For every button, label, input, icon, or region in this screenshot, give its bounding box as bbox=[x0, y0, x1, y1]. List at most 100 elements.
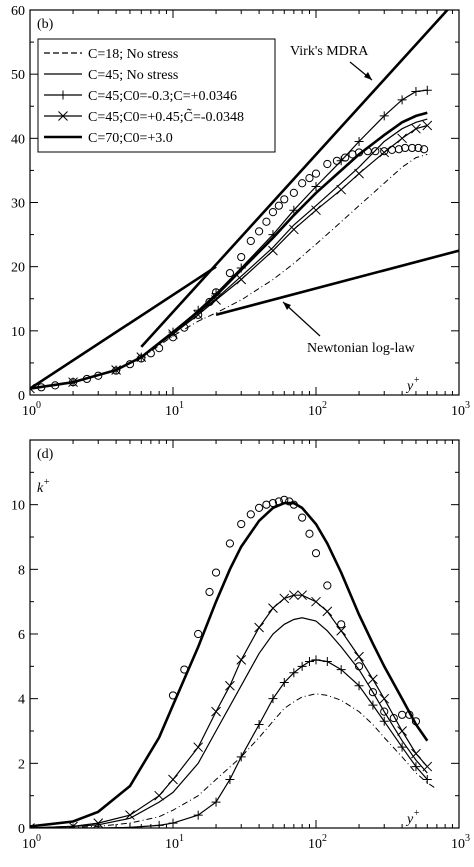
x-axis-label: y+ bbox=[405, 808, 420, 827]
data-point-c45p bbox=[154, 820, 164, 828]
data-point-c45p bbox=[411, 86, 421, 96]
data-point-c45x bbox=[211, 706, 221, 717]
data-point-dns bbox=[168, 691, 178, 700]
data-point-c45p bbox=[354, 137, 364, 147]
data-point-dns bbox=[397, 710, 407, 719]
data-point-c45x bbox=[368, 674, 378, 685]
data-point-dns bbox=[354, 662, 364, 671]
data-point-c45p bbox=[93, 823, 103, 828]
data-point-dns bbox=[180, 665, 189, 674]
data-point-dns bbox=[280, 195, 289, 204]
data-point-dns bbox=[194, 310, 203, 319]
data-point-c45x bbox=[288, 590, 299, 601]
data-point-c45x bbox=[193, 309, 204, 320]
plot-frame bbox=[29, 439, 460, 829]
data-point-c45x bbox=[30, 383, 35, 394]
data-point-c45p bbox=[304, 656, 314, 666]
y-tick-label: 40 bbox=[11, 132, 25, 147]
data-point-c45x bbox=[268, 245, 278, 256]
x-tick-exponent: 1 bbox=[179, 400, 184, 411]
data-point-c45p bbox=[411, 762, 421, 772]
data-point-dns bbox=[298, 513, 307, 522]
data-point-dns bbox=[289, 188, 298, 197]
data-point-c45x bbox=[354, 168, 364, 179]
x-tick-label: 103 bbox=[451, 833, 470, 852]
data-point-c45p bbox=[268, 694, 278, 704]
series-line-c45x bbox=[30, 594, 428, 828]
data-point-c45p bbox=[289, 668, 299, 678]
data-point-dns bbox=[225, 539, 235, 548]
data-point-dns bbox=[405, 710, 414, 719]
legend-marker-c45p bbox=[58, 90, 68, 100]
data-point-c45p bbox=[236, 752, 246, 762]
data-point-dns bbox=[341, 153, 350, 162]
data-point-c45p bbox=[354, 681, 364, 691]
data-point-c45p bbox=[379, 111, 389, 121]
data-point-dns bbox=[205, 587, 214, 597]
data-point-dns bbox=[337, 620, 346, 629]
data-point-dns bbox=[289, 500, 298, 509]
data-point-dns bbox=[262, 217, 271, 226]
legend-label-c70: C=70;C0=+3.0 bbox=[88, 131, 173, 146]
x-tick-label: 103 bbox=[451, 400, 470, 419]
data-point-c45p bbox=[379, 716, 389, 726]
data-point-dns bbox=[262, 500, 271, 509]
data-point-dns bbox=[368, 688, 378, 697]
series-line-c18 bbox=[30, 693, 438, 828]
data-point-c45p bbox=[297, 661, 307, 671]
legend-marker-c45x bbox=[58, 111, 68, 121]
annotation-newton: Newtonian log-law bbox=[307, 341, 416, 356]
y-tick-label: 0 bbox=[18, 822, 25, 837]
y-tick-label: 8 bbox=[18, 563, 25, 578]
data-point-dns bbox=[268, 498, 278, 508]
plot-area bbox=[30, 10, 459, 394]
legend-label-c45x: C=45;C0=+0.45;C̃=-0.0348 bbox=[88, 108, 244, 125]
data-point-dns bbox=[51, 381, 60, 390]
data-point-dns bbox=[305, 529, 314, 538]
legend-label-c45: C=45; No stress bbox=[88, 68, 178, 83]
plot-area bbox=[30, 495, 438, 828]
data-point-c45p bbox=[368, 700, 378, 710]
data-point-dns bbox=[274, 201, 283, 210]
data-point-dns bbox=[305, 174, 314, 183]
data-point-dns bbox=[414, 143, 423, 153]
series-line-c70 bbox=[30, 501, 429, 828]
data-point-c45x bbox=[254, 622, 264, 633]
data-point-dns bbox=[332, 156, 341, 165]
data-point-dns bbox=[274, 497, 283, 506]
data-point-dns bbox=[419, 145, 429, 154]
data-point-c45x bbox=[236, 655, 247, 665]
data-point-dns bbox=[237, 519, 246, 529]
x-tick-exponent: 0 bbox=[36, 833, 41, 844]
data-point-c45p bbox=[168, 818, 178, 828]
data-point-c45x bbox=[68, 821, 78, 828]
data-point-dns bbox=[225, 268, 235, 278]
data-point-dns bbox=[254, 503, 264, 512]
data-point-c45p bbox=[254, 720, 264, 730]
reference-line-viscous bbox=[30, 265, 217, 390]
x-tick-exponent: 3 bbox=[465, 400, 470, 411]
data-point-dns bbox=[354, 148, 364, 157]
x-axis-label: y+ bbox=[405, 375, 420, 394]
reference-line-newton bbox=[215, 249, 459, 317]
data-point-c45p bbox=[211, 797, 221, 807]
legend-label-c18: C=18; No stress bbox=[88, 47, 178, 62]
panel-label: (b) bbox=[37, 17, 54, 32]
data-point-c45x bbox=[279, 593, 290, 604]
reference-line-virk bbox=[140, 10, 450, 348]
data-point-dns bbox=[311, 169, 321, 178]
data-point-c45p bbox=[311, 655, 321, 665]
legend: C=18; No stress C=45; No stress C=45;C0=-0… bbox=[37, 38, 276, 153]
data-point-dns bbox=[246, 236, 255, 246]
data-point-dns bbox=[82, 374, 92, 384]
data-point-dns bbox=[311, 549, 321, 558]
x-tick-exponent: 2 bbox=[322, 400, 327, 411]
x-tick-exponent: 2 bbox=[322, 833, 327, 844]
data-point-dns bbox=[180, 323, 189, 332]
data-point-dns bbox=[389, 713, 398, 723]
x-tick-exponent: 3 bbox=[465, 833, 470, 844]
data-point-c45p bbox=[322, 656, 332, 666]
data-point-c45p bbox=[422, 775, 432, 784]
